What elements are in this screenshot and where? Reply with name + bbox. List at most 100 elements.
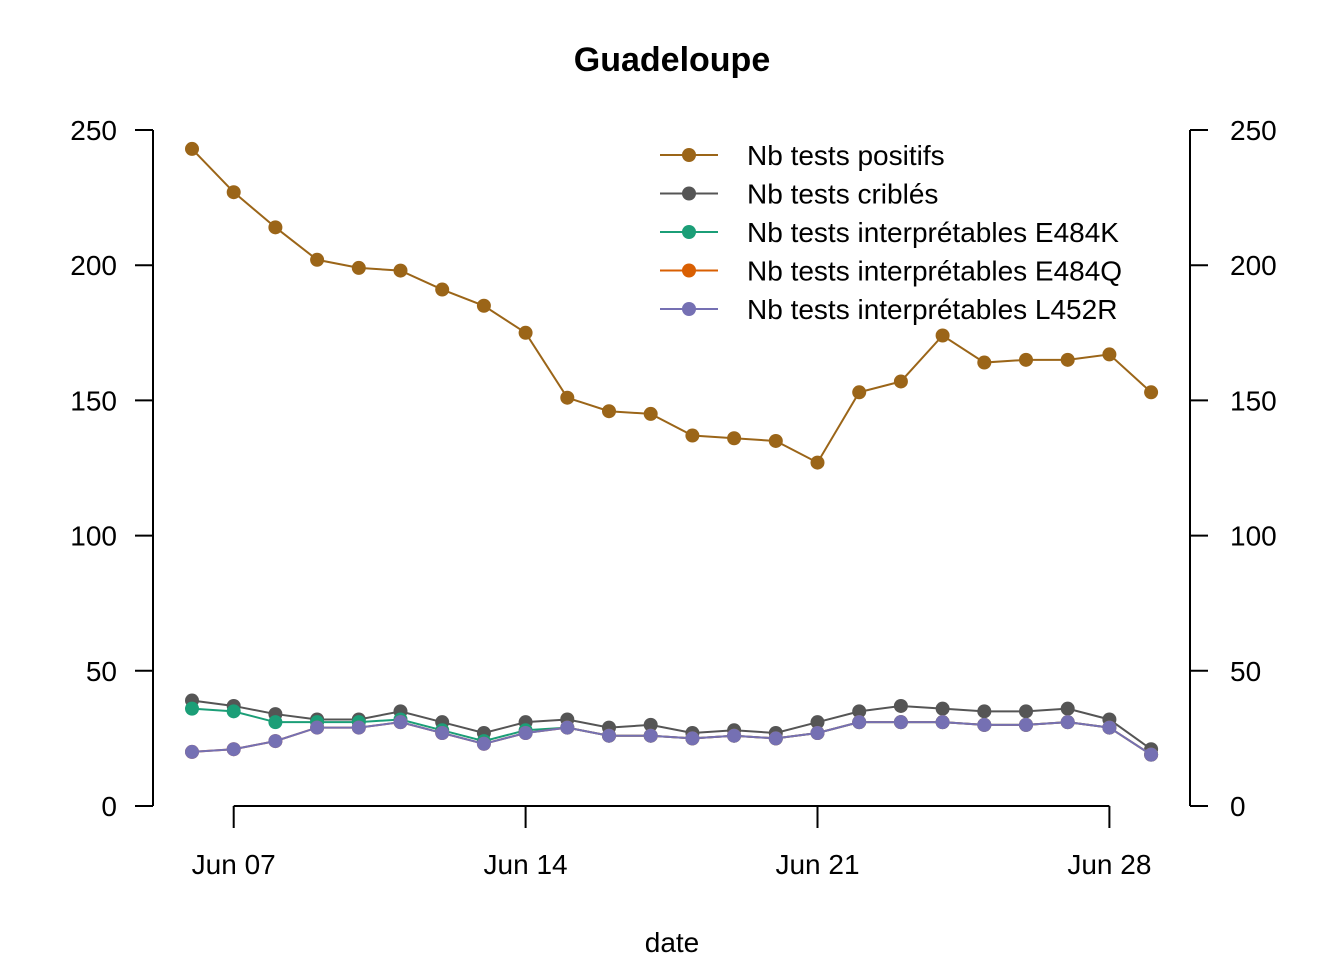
- data-point: [768, 731, 783, 746]
- data-point: [852, 704, 867, 719]
- data-point: [1144, 747, 1159, 762]
- data-point: [727, 431, 742, 446]
- right-y-axis: 0 50 100 150 200 250: [1189, 115, 1277, 822]
- left-tick-label: 200: [70, 250, 117, 281]
- x-axis: Jun 07 Jun 14 Jun 21 Jun 28: [192, 805, 1151, 880]
- data-point: [602, 728, 616, 743]
- right-tick-label: 150: [1230, 385, 1277, 416]
- data-point: [351, 720, 366, 735]
- plot-area: [185, 141, 1159, 762]
- data-point: [1102, 347, 1117, 362]
- legend-marker: [682, 148, 696, 162]
- legend: Nb tests positifs Nb tests criblés Nb test…: [660, 140, 1122, 325]
- series-0: [185, 141, 1159, 470]
- data-point: [351, 260, 366, 275]
- x-axis-title: date: [645, 927, 700, 958]
- data-point: [810, 715, 825, 730]
- legend-label: Nb tests interprétables E484Q: [747, 256, 1122, 287]
- data-point: [560, 720, 575, 735]
- data-point: [226, 742, 241, 757]
- data-point: [852, 715, 867, 730]
- data-point: [727, 728, 742, 743]
- data-point: [310, 720, 325, 735]
- right-tick-label: 50: [1230, 656, 1261, 687]
- legend-label: Nb tests criblés: [747, 179, 938, 210]
- data-point: [268, 220, 283, 235]
- data-point: [1102, 720, 1117, 735]
- data-point: [643, 728, 658, 743]
- data-point: [1019, 717, 1033, 732]
- legend-item: Nb tests interprétables E484Q: [660, 256, 1122, 287]
- left-tick-label: 0: [101, 791, 117, 822]
- data-point: [1060, 715, 1075, 730]
- right-tick-label: 200: [1230, 250, 1277, 281]
- data-point: [185, 744, 199, 759]
- data-point: [977, 717, 992, 732]
- data-point: [435, 725, 450, 740]
- data-point: [685, 731, 700, 746]
- data-point: [602, 404, 616, 419]
- legend-marker: [682, 186, 696, 201]
- data-point: [893, 698, 908, 713]
- data-point: [893, 715, 908, 730]
- left-tick-label: 250: [70, 115, 117, 146]
- x-tick-label: Jun 14: [484, 849, 568, 880]
- x-tick-label: Jun 28: [1067, 849, 1151, 880]
- legend-marker: [682, 263, 696, 278]
- legend-label: Nb tests positifs: [747, 140, 945, 171]
- left-tick-label: 150: [70, 385, 117, 416]
- legend-item: Nb tests positifs: [660, 140, 945, 171]
- data-point: [476, 298, 491, 313]
- data-point: [977, 355, 992, 370]
- data-point: [685, 428, 700, 443]
- data-point: [1144, 385, 1159, 400]
- data-point: [935, 328, 950, 343]
- data-point: [1019, 352, 1033, 367]
- chart-title: Guadeloupe: [574, 41, 770, 79]
- series-4: [185, 715, 1159, 762]
- data-point: [1060, 352, 1075, 367]
- legend-marker: [682, 302, 696, 316]
- data-point: [643, 717, 658, 732]
- legend-label: Nb tests interprétables E484K: [747, 217, 1119, 248]
- legend-item: Nb tests interprétables E484K: [660, 217, 1119, 248]
- data-point: [643, 406, 658, 421]
- data-point: [268, 715, 283, 730]
- data-point: [810, 725, 825, 740]
- data-point: [977, 704, 992, 719]
- right-tick-label: 250: [1230, 115, 1277, 146]
- data-point: [476, 736, 491, 751]
- legend-label: Nb tests interprétables L452R: [747, 294, 1117, 325]
- data-point: [185, 701, 199, 716]
- data-point: [560, 390, 575, 405]
- data-point: [810, 455, 825, 470]
- left-tick-label: 100: [70, 521, 117, 552]
- data-point: [518, 725, 533, 740]
- data-point: [1019, 704, 1033, 719]
- data-point: [310, 252, 325, 267]
- data-point: [518, 325, 533, 340]
- right-tick-label: 0: [1230, 791, 1246, 822]
- right-tick-label: 100: [1230, 521, 1277, 552]
- legend-item: Nb tests interprétables L452R: [660, 294, 1117, 325]
- series-line: [191, 721, 1152, 756]
- data-point: [935, 701, 950, 716]
- left-tick-label: 50: [86, 656, 117, 687]
- series-line: [191, 707, 1152, 756]
- x-tick-label: Jun 21: [775, 849, 859, 880]
- x-tick-label: Jun 07: [192, 849, 276, 880]
- data-point: [852, 385, 867, 400]
- data-point: [1060, 701, 1075, 716]
- data-point: [268, 734, 283, 749]
- data-point: [185, 141, 199, 156]
- legend-marker: [682, 225, 696, 239]
- data-point: [893, 374, 908, 389]
- legend-item: Nb tests criblés: [660, 179, 938, 210]
- data-point: [393, 263, 408, 278]
- data-point: [435, 282, 450, 297]
- data-point: [935, 715, 950, 730]
- data-point: [226, 185, 241, 200]
- left-y-axis: 0 50 100 150 200 250: [70, 115, 154, 822]
- data-point: [226, 704, 241, 719]
